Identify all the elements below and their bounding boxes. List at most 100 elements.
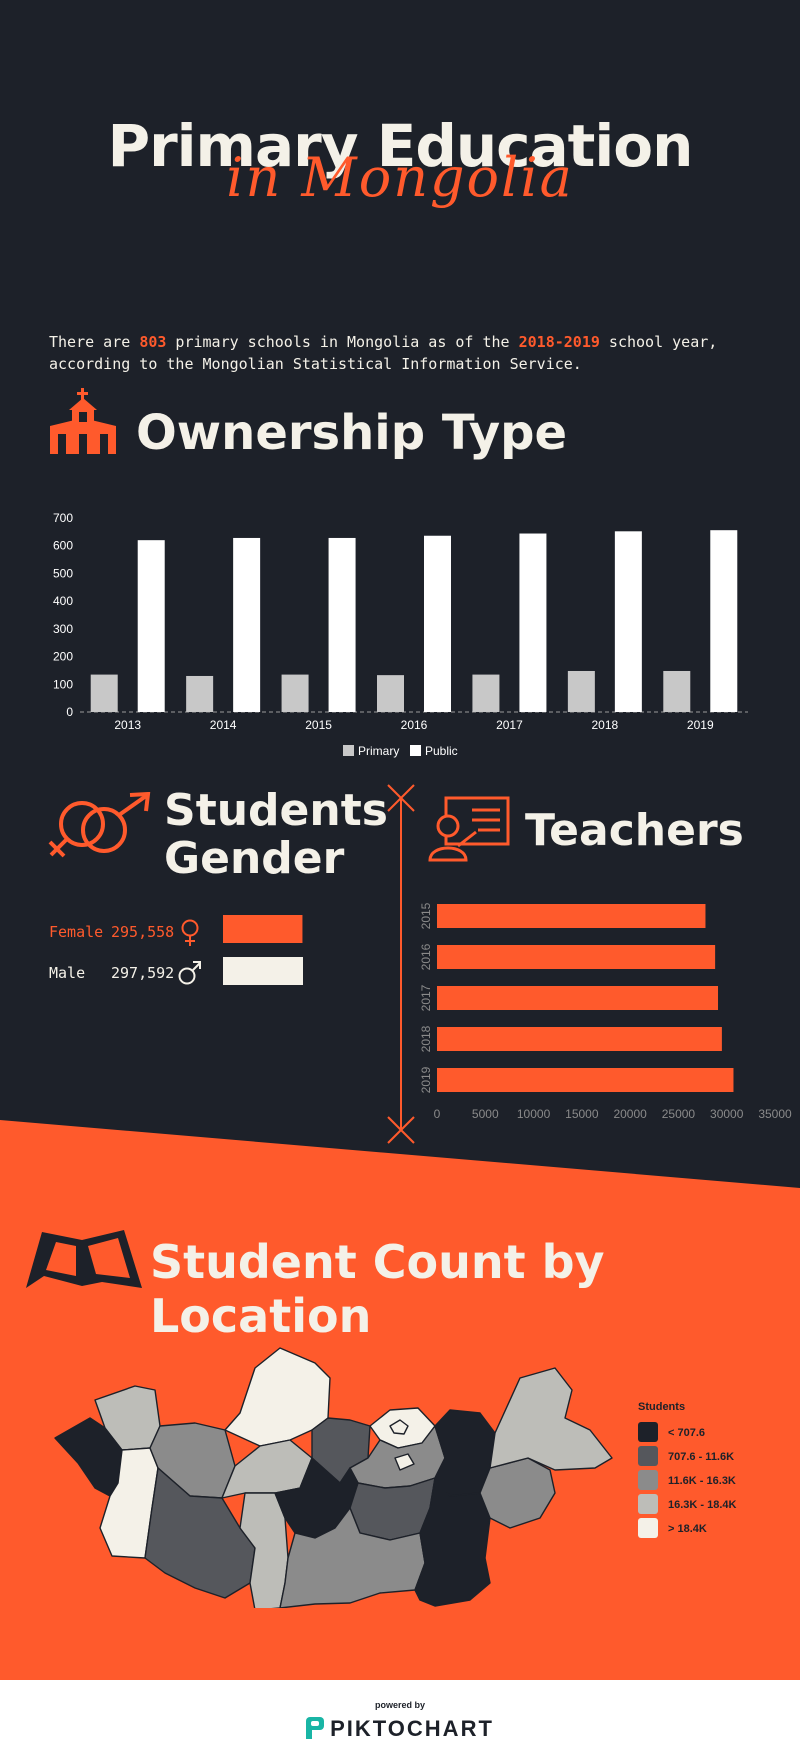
bar-public-2017 [519, 533, 547, 712]
legend-swatch [638, 1422, 658, 1442]
teacher-x-tick: 10000 [517, 1107, 551, 1121]
female-value: 295,558 [111, 923, 175, 941]
bar-public-2019 [710, 530, 738, 712]
teacher-x-tick: 35000 [758, 1107, 792, 1121]
legend-label: 11.6K - 16.3K [668, 1475, 736, 1487]
x-tick-label: 2017 [496, 718, 523, 732]
y-tick-label: 0 [66, 705, 73, 719]
piktochart-logo-icon [306, 1717, 325, 1739]
x-tick-label: 2019 [687, 718, 714, 732]
brand-name: PIKTOCHART [330, 1716, 494, 1741]
section-divider [387, 784, 415, 1144]
intro-text: There are 803 primary schools in Mongoli… [49, 331, 769, 375]
teacher-bar-2016 [437, 945, 716, 969]
map-legend: Students < 707.6 707.6 - 11.6K 11.6K - 16.3… [638, 1401, 737, 1538]
region-orkhon [389, 1419, 409, 1435]
bar-primary-2016 [377, 675, 404, 712]
gender-title-line2: Gender [164, 833, 345, 884]
ownership-title: Ownership Type [136, 405, 568, 461]
bar-primary-2018 [567, 670, 595, 712]
gender-title: Students Gender [164, 787, 388, 883]
powered-by-text: powered by [374, 1700, 425, 1710]
teacher-bar-2018 [437, 1027, 722, 1051]
male-label: Male [49, 964, 86, 982]
bar-public-2014 [233, 537, 261, 712]
female-symbol-icon [181, 919, 199, 946]
teacher-bar-2019 [437, 1068, 734, 1092]
legend-label: 16.3K - 18.4K [668, 1499, 737, 1511]
y-tick-label: 200 [53, 650, 73, 664]
page-title: Primary Education [107, 112, 694, 180]
bar-primary-2015 [281, 674, 309, 712]
gender-icon [48, 792, 151, 858]
gender-title-line1: Students [164, 785, 388, 836]
mongolia-map [54, 1347, 613, 1608]
legend-swatch [638, 1518, 658, 1538]
bar-primary-2014 [186, 675, 214, 712]
legend-swatch [638, 1494, 658, 1514]
teacher-x-tick: 30000 [710, 1107, 744, 1121]
footer: powered by PIKTOCHART [0, 1680, 800, 1759]
gender-bar-male [223, 957, 303, 985]
teacher-year-label: 2018 [419, 1025, 433, 1052]
legend-label: < 707.6 [668, 1427, 705, 1439]
teacher-year-label: 2015 [419, 902, 433, 929]
bar-primary-2017 [472, 674, 500, 712]
region-darkhan [394, 1453, 415, 1471]
legend-label: 707.6 - 11.6K [668, 1451, 734, 1463]
bar-public-2016 [424, 535, 451, 712]
intro-part1: There are [49, 333, 140, 351]
teacher-x-tick: 15000 [565, 1107, 599, 1121]
intro-part3: school year, according to the Mongolian … [49, 333, 718, 373]
teacher-x-tick: 25000 [662, 1107, 696, 1121]
bar-public-2018 [614, 531, 642, 712]
brand-logo[interactable]: PIKTOCHART [0, 1716, 800, 1742]
y-tick-label: 300 [53, 622, 73, 636]
y-tick-label: 700 [53, 511, 73, 525]
bar-primary-2013 [90, 674, 118, 712]
school-icon [50, 388, 116, 454]
y-tick-label: 500 [53, 566, 73, 580]
legend-swatch-primary [343, 745, 354, 756]
legend-label: > 18.4K [668, 1523, 707, 1535]
school-year: 2018-2019 [518, 333, 600, 351]
ownership-chart: 0 100 200 300 400 500 600 700 2013 2014 2015 2016 20… [53, 511, 748, 758]
region-dornogovi [414, 1477, 491, 1607]
y-tick-label: 100 [53, 677, 73, 691]
x-tick-label: 2018 [592, 718, 619, 732]
teacher-x-tick: 20000 [613, 1107, 647, 1121]
legend-label-public: Public [425, 744, 458, 758]
teacher-x-tick: 0 [434, 1107, 441, 1121]
bar-public-2015 [328, 537, 356, 712]
teacher-year-label: 2017 [419, 984, 433, 1011]
x-tick-label: 2014 [210, 718, 237, 732]
legend-title: Students [638, 1401, 685, 1413]
teacher-x-tick: 5000 [472, 1107, 499, 1121]
legend-swatch-public [410, 745, 421, 756]
x-tick-label: 2015 [305, 718, 332, 732]
legend-label-primary: Primary [358, 744, 399, 758]
region-umnugovi [279, 1507, 426, 1608]
y-tick-label: 600 [53, 539, 73, 553]
school-count: 803 [139, 333, 167, 351]
legend-swatch [638, 1470, 658, 1490]
teacher-year-label: 2016 [419, 943, 433, 970]
region-dornod [489, 1367, 613, 1471]
x-tick-label: 2016 [401, 718, 428, 732]
y-tick-label: 400 [53, 594, 73, 608]
teacher-bar-2015 [437, 904, 706, 928]
region-sukhbaatar [479, 1457, 556, 1529]
female-label: Female [49, 923, 104, 941]
legend-swatch [638, 1446, 658, 1466]
male-symbol-icon [178, 961, 201, 985]
teacher-icon [428, 796, 510, 862]
x-tick-label: 2013 [114, 718, 141, 732]
map-icon [26, 1230, 142, 1288]
page-subtitle: in Mongolia [226, 146, 574, 209]
teacher-bar-2017 [437, 986, 719, 1010]
intro-part2: primary schools in Mongolia as of the [166, 333, 519, 351]
male-value: 297,592 [111, 964, 175, 982]
gender-bar-female [223, 915, 303, 943]
location-title: Student Count by Location [150, 1235, 605, 1343]
